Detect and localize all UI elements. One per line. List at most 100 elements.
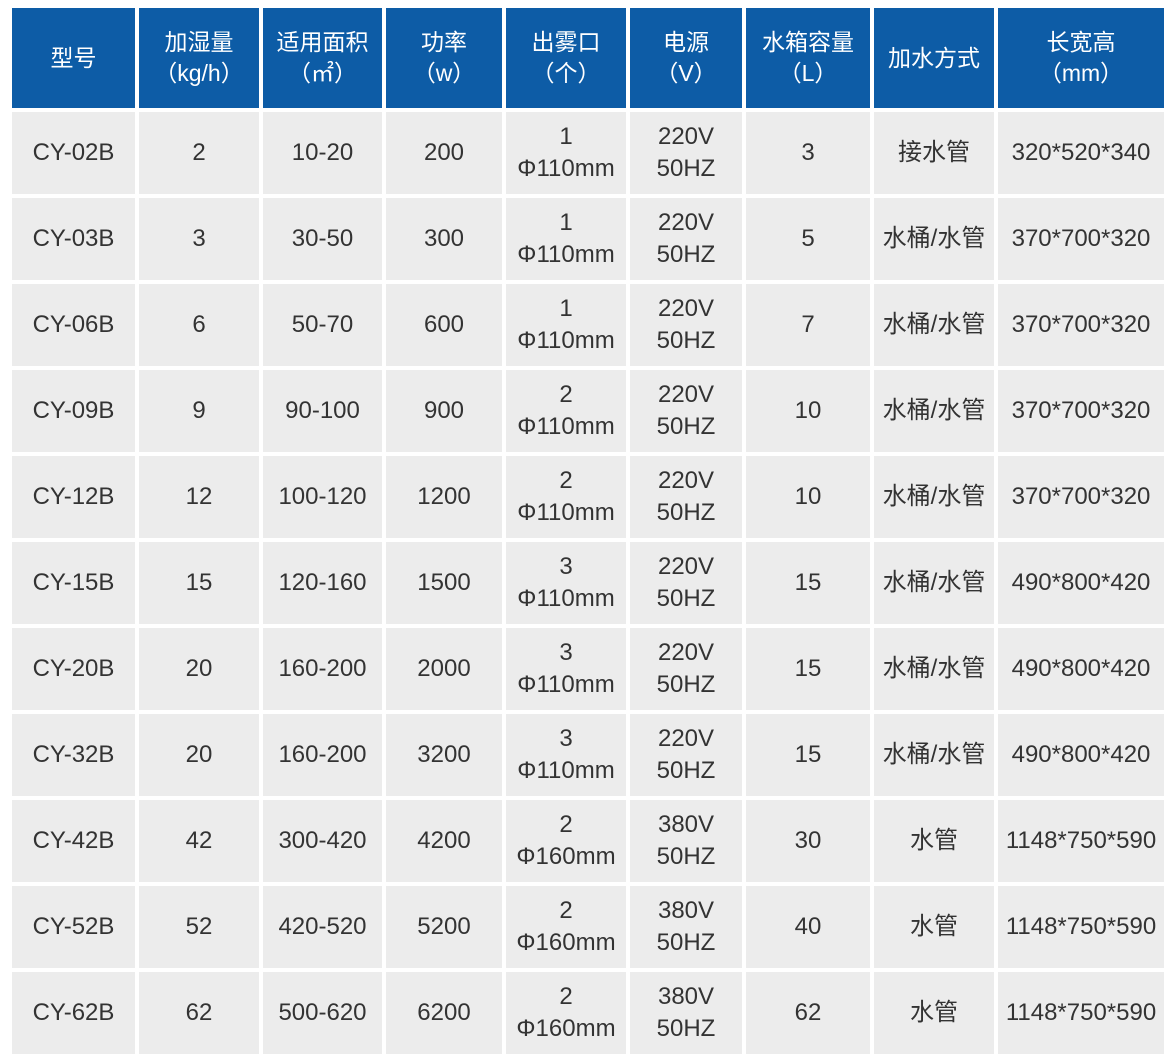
table-cell: 220V 50HZ (630, 284, 742, 366)
column-header-line1: 适用面积 (276, 29, 369, 55)
table-cell: 6 (139, 284, 259, 366)
table-cell: 2 Φ160mm (506, 972, 626, 1054)
table-cell: 160-200 (263, 628, 382, 710)
table-cell: 15 (746, 628, 870, 710)
table-cell: 220V 50HZ (630, 112, 742, 194)
table-cell: 300-420 (263, 800, 382, 882)
column-header: 功率 （w） (386, 8, 502, 108)
table-cell: 30 (746, 800, 870, 882)
table-cell: 7 (746, 284, 870, 366)
model-cell: CY-12B (12, 456, 135, 538)
table-cell: 160-200 (263, 714, 382, 796)
model-cell: CY-02B (12, 112, 135, 194)
model-cell: CY-52B (12, 886, 135, 968)
column-header-line1: 加水方式 (888, 44, 980, 71)
table-cell: 100-120 (263, 456, 382, 538)
table-cell: 490*800*420 (998, 714, 1164, 796)
column-header-line2: （kg/h） (154, 60, 244, 86)
table-cell: 62 (746, 972, 870, 1054)
table-row: CY-15B 15 120-160 1500 3 Φ110mm 220V 50HZ 15 水桶… (12, 542, 1164, 624)
table-cell: 2 (139, 112, 259, 194)
model-cell: CY-42B (12, 800, 135, 882)
table-cell: 380V 50HZ (630, 972, 742, 1054)
table-cell: 水管 (874, 886, 994, 968)
table-cell: 300 (386, 198, 502, 280)
table-cell: 12 (139, 456, 259, 538)
column-header: 电源 （V） (630, 8, 742, 108)
table-cell: 水桶/水管 (874, 198, 994, 280)
column-header-line2: （个） (531, 60, 601, 86)
table-cell: 1 Φ110mm (506, 198, 626, 280)
table-cell: 500-620 (263, 972, 382, 1054)
column-header-line1: 加湿量 (164, 29, 234, 55)
table-cell: 370*700*320 (998, 198, 1164, 280)
model-cell: CY-09B (12, 370, 135, 452)
table-row: CY-52B 52 420-520 5200 2 Φ160mm 380V 50HZ 40 水管… (12, 886, 1164, 968)
table-cell: 水桶/水管 (874, 370, 994, 452)
table-body: CY-02B 2 10-20 200 1 Φ110mm 220V 50HZ 3 接水管 320*… (12, 112, 1164, 1054)
column-header-line1: 长宽高 (1046, 29, 1116, 55)
column-header: 加水方式 (874, 8, 994, 108)
table-cell: 水管 (874, 972, 994, 1054)
table-cell: 2 Φ110mm (506, 456, 626, 538)
table-cell: 20 (139, 628, 259, 710)
table-cell: 9 (139, 370, 259, 452)
table-row: CY-06B 6 50-70 600 1 Φ110mm 220V 50HZ 7 水桶/水管 37… (12, 284, 1164, 366)
table-row: CY-42B 42 300-420 4200 2 Φ160mm 380V 50HZ 30 水管… (12, 800, 1164, 882)
table-row: CY-12B 12 100-120 1200 2 Φ110mm 220V 50HZ 10 水桶… (12, 456, 1164, 538)
table-cell: 120-160 (263, 542, 382, 624)
table-cell: 380V 50HZ (630, 800, 742, 882)
column-header: 水箱容量 （L） (746, 8, 870, 108)
table-cell: 3 (746, 112, 870, 194)
column-header-line2: （L） (778, 60, 838, 86)
table-cell: 6200 (386, 972, 502, 1054)
table-cell: 900 (386, 370, 502, 452)
table-row: CY-09B 9 90-100 900 2 Φ110mm 220V 50HZ 10 水桶/水管… (12, 370, 1164, 452)
column-header-line2: （mm） (1038, 60, 1124, 86)
table-cell: 42 (139, 800, 259, 882)
table-cell: 20 (139, 714, 259, 796)
table-cell: 1148*750*590 (998, 886, 1164, 968)
table-cell: 1 Φ110mm (506, 284, 626, 366)
table-cell: 52 (139, 886, 259, 968)
column-header-line2: （V） (655, 60, 717, 86)
table-cell: 370*700*320 (998, 370, 1164, 452)
table-row: CY-20B 20 160-200 2000 3 Φ110mm 220V 50HZ 15 水桶… (12, 628, 1164, 710)
column-header: 适用面积 （㎡） (263, 8, 382, 108)
table-cell: 5200 (386, 886, 502, 968)
table-cell: 380V 50HZ (630, 886, 742, 968)
table-cell: 40 (746, 886, 870, 968)
table-cell: 200 (386, 112, 502, 194)
column-header-line1: 功率 (421, 29, 467, 55)
table-cell: 2 Φ160mm (506, 886, 626, 968)
model-cell: CY-20B (12, 628, 135, 710)
table-cell: 370*700*320 (998, 456, 1164, 538)
table-cell: 3200 (386, 714, 502, 796)
table-cell: 220V 50HZ (630, 714, 742, 796)
table-cell: 水桶/水管 (874, 628, 994, 710)
table-cell: 1200 (386, 456, 502, 538)
table-cell: 15 (746, 542, 870, 624)
table-cell: 水管 (874, 800, 994, 882)
table-cell: 4200 (386, 800, 502, 882)
model-cell: CY-03B (12, 198, 135, 280)
column-header-line1: 电源 (663, 29, 709, 55)
table-cell: 2 Φ160mm (506, 800, 626, 882)
table-cell: 62 (139, 972, 259, 1054)
table-cell: 490*800*420 (998, 628, 1164, 710)
table-cell: 220V 50HZ (630, 198, 742, 280)
column-header: 加湿量 （kg/h） (139, 8, 259, 108)
table-cell: 90-100 (263, 370, 382, 452)
table-cell: 水桶/水管 (874, 714, 994, 796)
table-cell: 2 Φ110mm (506, 370, 626, 452)
table-cell: 10 (746, 370, 870, 452)
model-cell: CY-15B (12, 542, 135, 624)
table-row: CY-03B 3 30-50 300 1 Φ110mm 220V 50HZ 5 水桶/水管 37… (12, 198, 1164, 280)
header-row: 型号 加湿量 （kg/h） 适用面积 （㎡） 功率 （w） 出雾口 （个） 电源 （V） 水箱容量 （L… (12, 8, 1164, 108)
model-cell: CY-06B (12, 284, 135, 366)
table-cell: 220V 50HZ (630, 542, 742, 624)
column-header-line2: （㎡） (288, 60, 357, 86)
table-cell: 10 (746, 456, 870, 538)
table-cell: 1148*750*590 (998, 972, 1164, 1054)
table-cell: 490*800*420 (998, 542, 1164, 624)
